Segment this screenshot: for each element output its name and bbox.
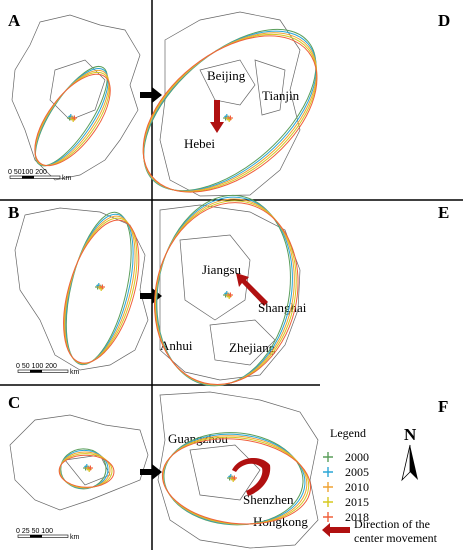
panel-letter: F	[438, 397, 448, 416]
scale-label: 0 50 100 200	[16, 363, 57, 370]
ellipse	[155, 196, 293, 386]
movement-arrows	[210, 100, 350, 537]
center-marker	[87, 465, 93, 471]
ellipse	[161, 438, 312, 525]
direction-label: center movement	[354, 531, 438, 545]
north-arrow	[401, 444, 418, 482]
legend-label: 2010	[345, 480, 369, 494]
legend-marker	[323, 452, 333, 462]
place-label: Hongkong	[253, 514, 308, 529]
panel-letter: A	[8, 11, 21, 30]
legend-marker	[323, 497, 333, 507]
place-label: Anhui	[160, 338, 193, 353]
center-marker	[99, 284, 105, 290]
place-label: Shenzhen	[243, 492, 294, 507]
panel-letter: E	[438, 203, 449, 222]
scale-bar	[30, 535, 42, 538]
legend-title: Legend	[330, 426, 366, 440]
legend-marker	[323, 512, 333, 522]
panel-letter: D	[438, 11, 450, 30]
ellipse	[142, 33, 318, 193]
scale-bar	[17, 534, 69, 538]
legend-marker	[323, 467, 333, 477]
region-outline	[159, 204, 301, 381]
place-label: Jiangsu	[202, 262, 242, 277]
legend-label: 2015	[345, 495, 369, 509]
legend-label: 2000	[345, 450, 369, 464]
place-label: Shanghai	[258, 300, 307, 315]
region-outline	[14, 207, 149, 371]
north-label: N	[404, 425, 417, 444]
center-marker	[227, 115, 233, 121]
scale-bar	[22, 176, 34, 179]
legend-label: 2005	[345, 465, 369, 479]
scale-label: 0 50100 200	[8, 169, 47, 176]
ellipse	[155, 198, 295, 386]
center-marker	[227, 292, 233, 298]
legend-label: 2018	[345, 510, 369, 524]
center-marker	[231, 475, 237, 481]
place-label: Beijing	[207, 68, 246, 83]
scale-unit: km	[62, 175, 72, 182]
place-label: Tianjin	[262, 88, 300, 103]
ellipse	[58, 454, 115, 488]
ellipse	[143, 28, 317, 192]
center-marker	[71, 115, 77, 121]
ellipse	[63, 219, 140, 364]
panel-letter: C	[8, 393, 20, 412]
place-label: Zhejiang	[229, 340, 276, 355]
region-outline	[9, 414, 149, 511]
scale-bar	[17, 369, 69, 373]
scale-bar	[9, 175, 61, 179]
ellipse	[34, 73, 111, 167]
ellipse	[143, 30, 317, 192]
ellipse	[142, 35, 318, 193]
scale-unit: km	[70, 534, 80, 541]
ellipse	[156, 194, 291, 387]
direction-label: Direction of the	[354, 517, 430, 531]
region-outline	[159, 11, 301, 197]
ellipse	[142, 32, 318, 192]
region-outline	[11, 14, 141, 181]
place-label: Hebei	[184, 136, 215, 151]
region-outline	[157, 391, 319, 549]
legend-marker	[323, 482, 333, 492]
panel-letter: B	[8, 203, 19, 222]
scale-label: 0 25 50 100	[16, 528, 53, 535]
scale-bar	[30, 370, 42, 373]
scale-unit: km	[70, 369, 80, 376]
ellipse	[154, 202, 299, 385]
